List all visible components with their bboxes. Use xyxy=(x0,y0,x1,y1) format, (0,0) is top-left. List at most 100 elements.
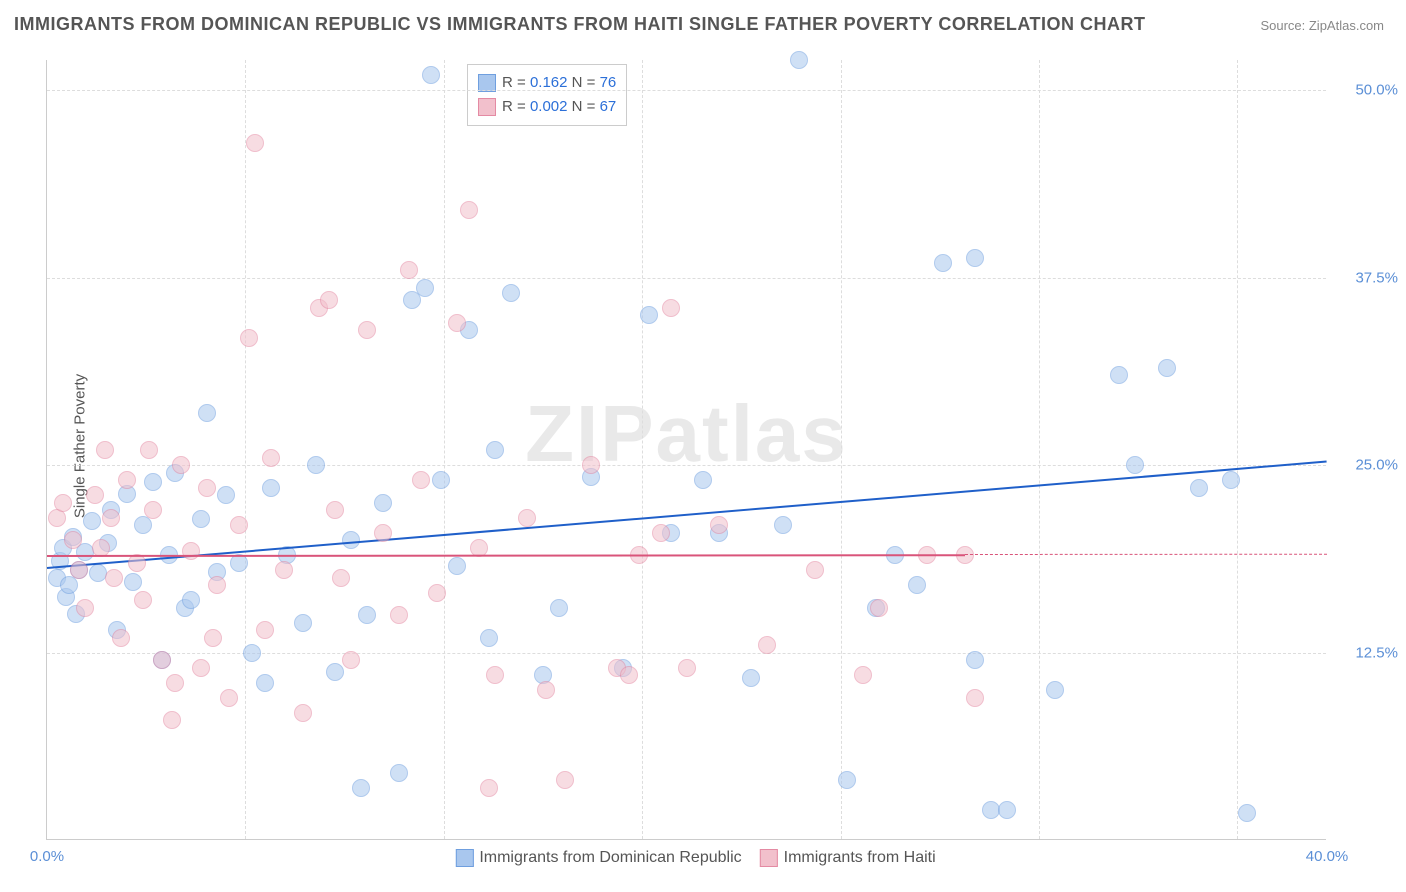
data-point xyxy=(400,261,418,279)
regression-line xyxy=(47,554,965,557)
data-point xyxy=(358,606,376,624)
data-point xyxy=(105,569,123,587)
y-tick-label: 37.5% xyxy=(1338,269,1398,286)
data-point xyxy=(998,801,1016,819)
data-point xyxy=(240,329,258,347)
gridline-v xyxy=(1039,60,1040,839)
data-point xyxy=(208,576,226,594)
data-point xyxy=(83,512,101,530)
legend-row: R = 0.162 N = 76 xyxy=(478,71,616,95)
data-point xyxy=(153,651,171,669)
data-point xyxy=(1158,359,1176,377)
data-point xyxy=(246,134,264,152)
data-point xyxy=(86,486,104,504)
data-point xyxy=(96,441,114,459)
data-point xyxy=(486,666,504,684)
data-point xyxy=(294,704,312,722)
source-label: Source: ZipAtlas.com xyxy=(1260,18,1384,33)
data-point xyxy=(358,321,376,339)
gridline-v xyxy=(245,60,246,839)
scatter-plot: ZIPatlas R = 0.162 N = 76R = 0.002 N = 6… xyxy=(46,60,1326,840)
data-point xyxy=(204,629,222,647)
data-point xyxy=(342,651,360,669)
chart-title: IMMIGRANTS FROM DOMINICAN REPUBLIC VS IM… xyxy=(14,14,1146,35)
data-point xyxy=(758,636,776,654)
correlation-legend-box: R = 0.162 N = 76R = 0.002 N = 67 xyxy=(467,64,627,126)
data-point xyxy=(448,557,466,575)
data-point xyxy=(332,569,350,587)
data-point xyxy=(307,456,325,474)
data-point xyxy=(480,629,498,647)
legend-series-label: Immigrants from Haiti xyxy=(784,849,936,866)
data-point xyxy=(790,51,808,69)
data-point xyxy=(448,314,466,332)
data-point xyxy=(262,479,280,497)
data-point xyxy=(352,779,370,797)
data-point xyxy=(550,599,568,617)
y-tick-label: 25.0% xyxy=(1338,457,1398,474)
data-point xyxy=(416,279,434,297)
data-point xyxy=(582,456,600,474)
data-point xyxy=(374,524,392,542)
data-point xyxy=(294,614,312,632)
data-point xyxy=(556,771,574,789)
data-point xyxy=(124,573,142,591)
data-point xyxy=(64,531,82,549)
legend-n-label: N = xyxy=(567,74,599,91)
watermark: ZIPatlas xyxy=(525,388,848,480)
data-point xyxy=(217,486,235,504)
data-point xyxy=(220,689,238,707)
data-point xyxy=(256,674,274,692)
gridline-v xyxy=(444,60,445,839)
data-point xyxy=(460,201,478,219)
data-point xyxy=(774,516,792,534)
data-point xyxy=(182,591,200,609)
data-point xyxy=(112,629,130,647)
data-point xyxy=(1190,479,1208,497)
data-point xyxy=(326,663,344,681)
regression-line-extension xyxy=(965,554,1327,555)
y-tick-label: 50.0% xyxy=(1338,82,1398,99)
x-tick-label: 0.0% xyxy=(30,848,64,865)
legend-row: R = 0.002 N = 67 xyxy=(478,95,616,119)
data-point xyxy=(662,299,680,317)
legend-r-label: R = xyxy=(502,98,530,115)
data-point xyxy=(1046,681,1064,699)
data-point xyxy=(480,779,498,797)
data-point xyxy=(1126,456,1144,474)
data-point xyxy=(1238,804,1256,822)
gridline-h xyxy=(47,653,1326,654)
data-point xyxy=(428,584,446,602)
data-point xyxy=(678,659,696,677)
legend-r-value: 0.002 xyxy=(530,98,568,115)
data-point xyxy=(262,449,280,467)
data-point xyxy=(118,471,136,489)
gridline-v xyxy=(841,60,842,839)
data-point xyxy=(172,456,190,474)
data-point xyxy=(390,606,408,624)
data-point xyxy=(198,404,216,422)
gridline-h xyxy=(47,90,1326,91)
gridline-h xyxy=(47,278,1326,279)
data-point xyxy=(934,254,952,272)
data-point xyxy=(144,473,162,491)
legend-n-label: N = xyxy=(567,98,599,115)
data-point xyxy=(422,66,440,84)
legend-r-value: 0.162 xyxy=(530,74,568,91)
legend-r-label: R = xyxy=(502,74,530,91)
data-point xyxy=(870,599,888,617)
y-tick-label: 12.5% xyxy=(1338,644,1398,661)
x-tick-label: 40.0% xyxy=(1306,848,1349,865)
data-point xyxy=(1222,471,1240,489)
data-point xyxy=(806,561,824,579)
data-point xyxy=(966,249,984,267)
data-point xyxy=(70,561,88,579)
data-point xyxy=(256,621,274,639)
data-point xyxy=(742,669,760,687)
data-point xyxy=(163,711,181,729)
data-point xyxy=(230,516,248,534)
data-point xyxy=(54,494,72,512)
data-point xyxy=(192,659,210,677)
data-point xyxy=(412,471,430,489)
data-point xyxy=(374,494,392,512)
